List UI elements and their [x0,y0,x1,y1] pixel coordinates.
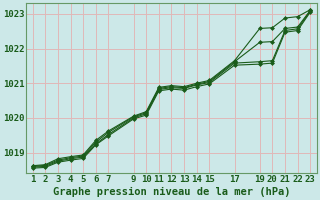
X-axis label: Graphe pression niveau de la mer (hPa): Graphe pression niveau de la mer (hPa) [53,186,290,197]
